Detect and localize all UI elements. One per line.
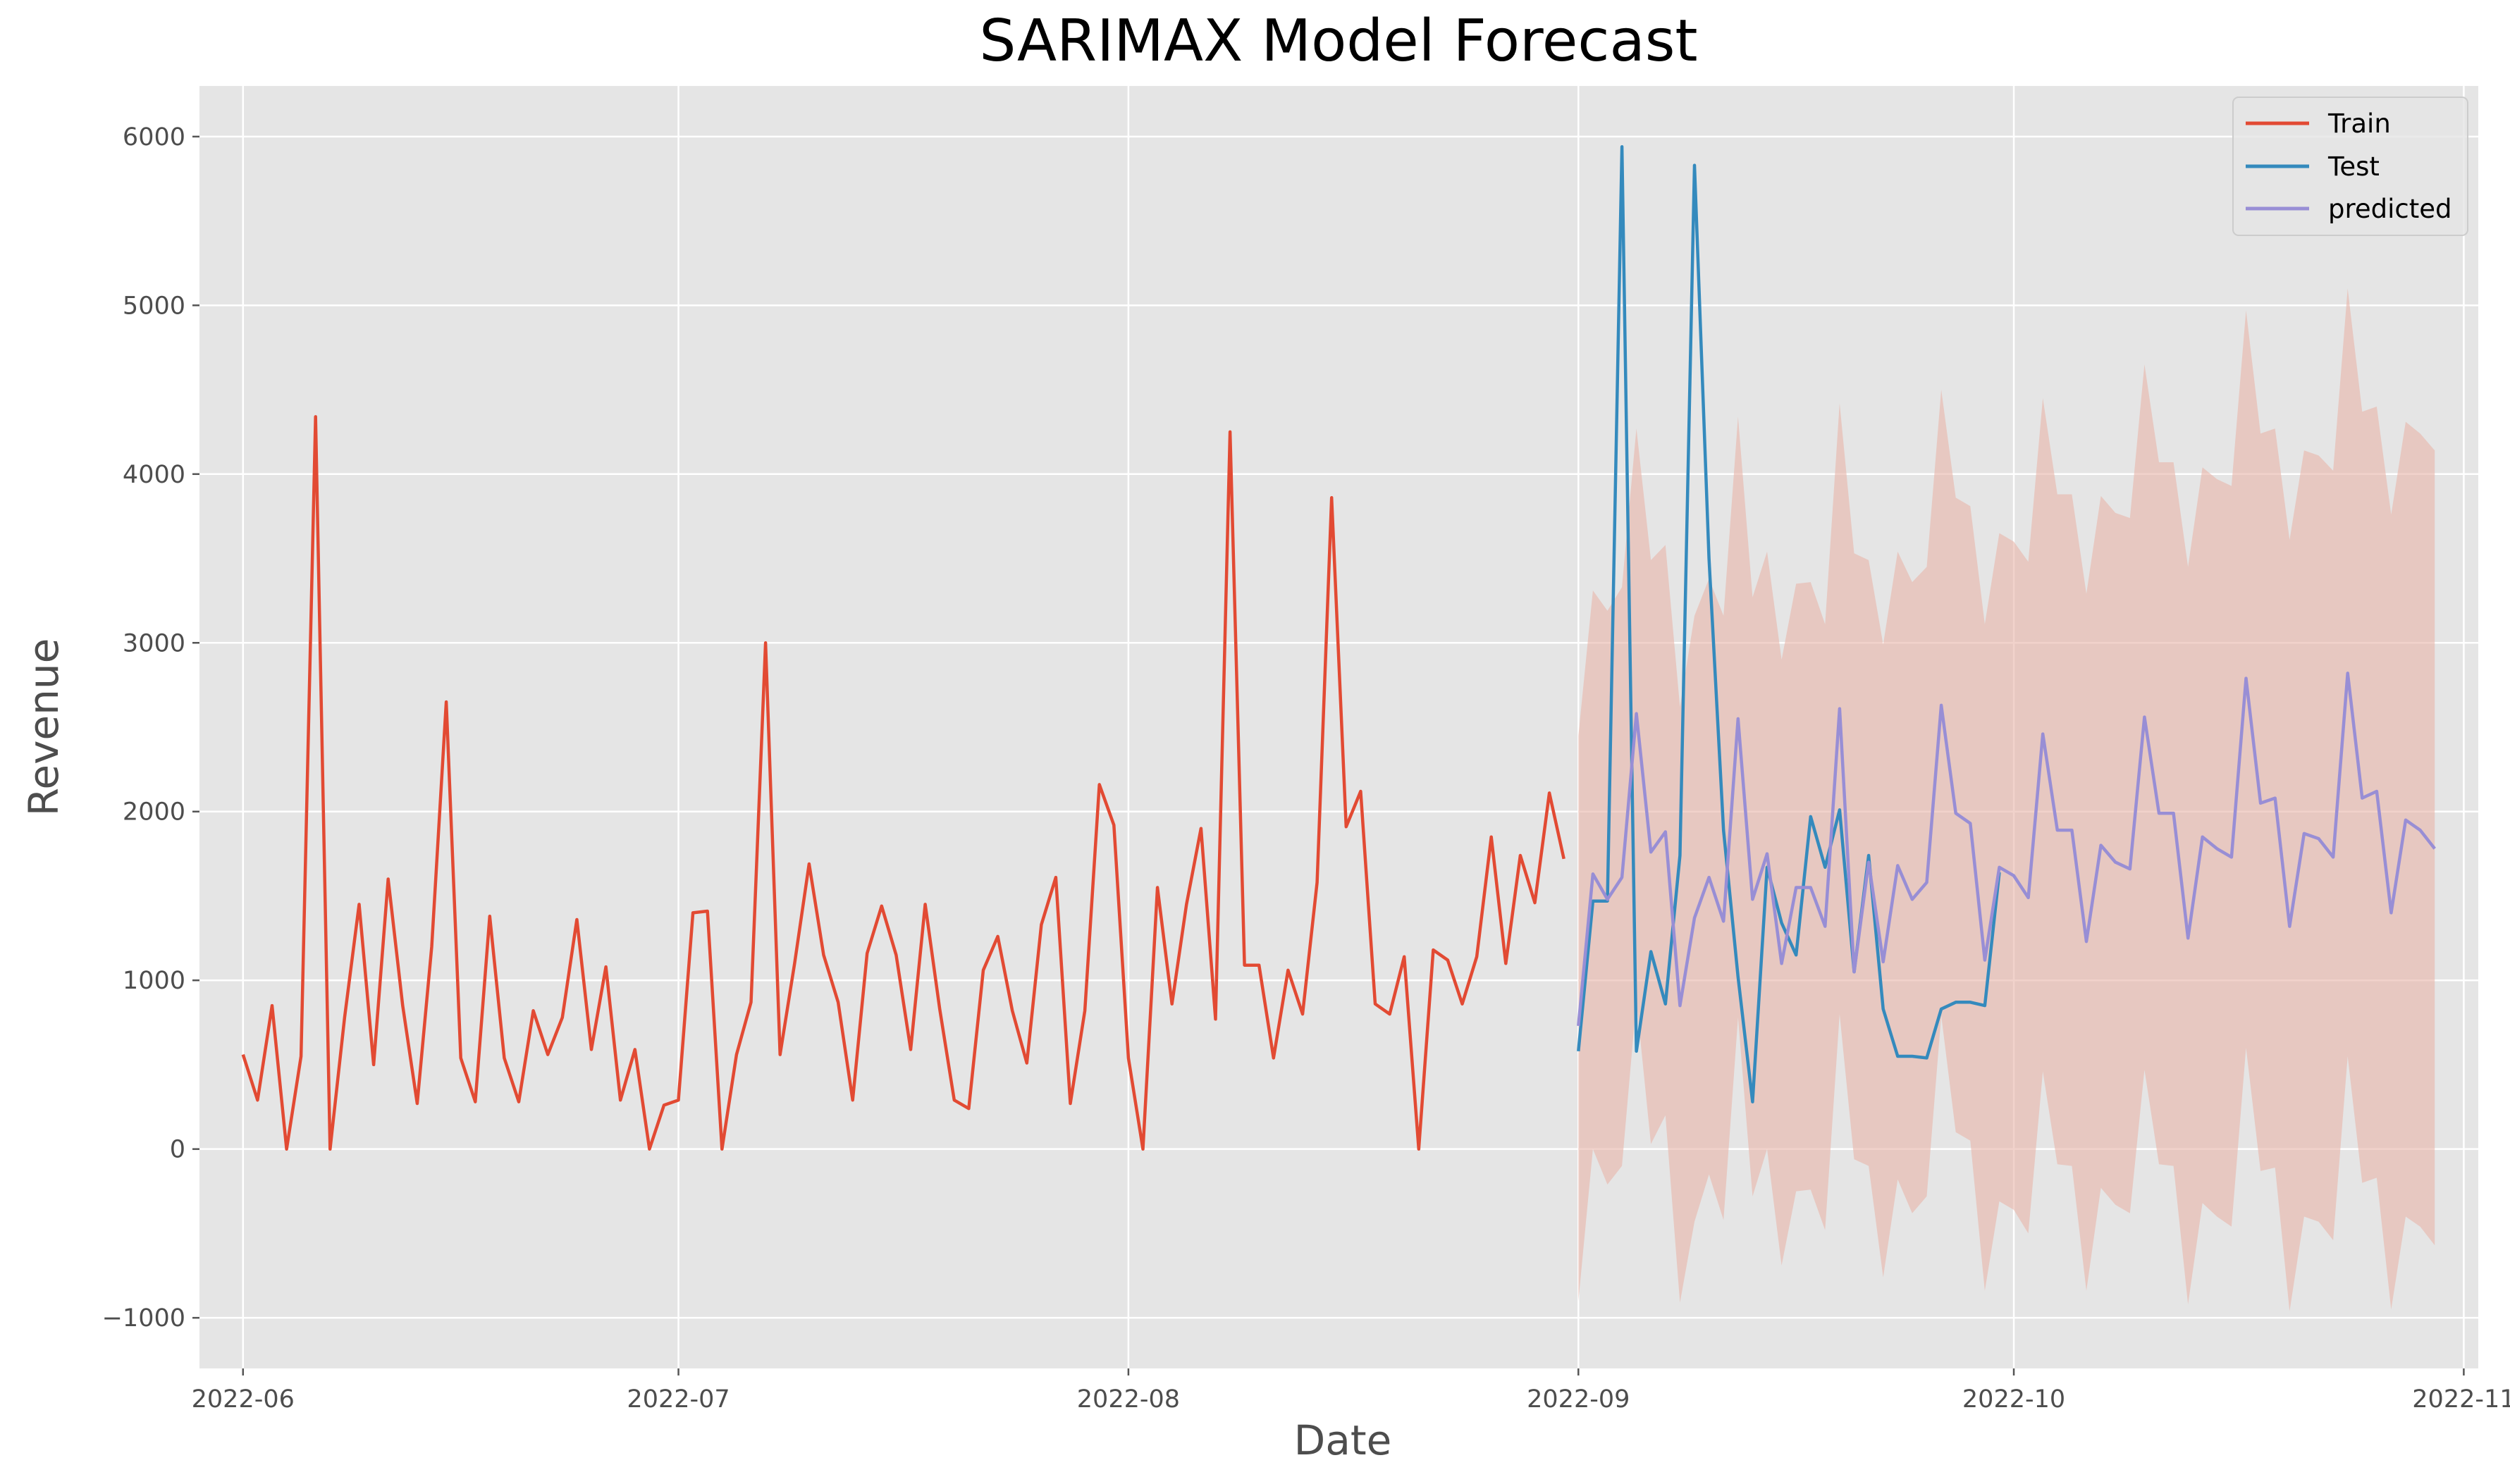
x-tick-label: 2022-07	[627, 1385, 730, 1414]
x-tick-label: 2022-10	[1962, 1385, 2065, 1414]
y-tick-label: 6000	[123, 123, 185, 152]
legend-label-predicted: predicted	[2328, 194, 2452, 224]
legend-label-train: Train	[2327, 109, 2391, 139]
x-axis-title: Date	[1294, 1416, 1392, 1464]
x-axis-ticks: 2022-06 2022-07 2022-08 2022-09 2022-10 2022-…	[192, 1368, 2510, 1414]
predicted-series-line	[1577, 672, 2436, 1027]
legend: Train Test predicted	[2232, 97, 2468, 236]
y-tick-label: 5000	[123, 292, 185, 320]
confidence-interval-band	[1578, 288, 2435, 1311]
y-tick-label: 4000	[123, 461, 185, 489]
y-tick-label: −1000	[102, 1304, 185, 1332]
y-tick-label: 2000	[123, 798, 185, 827]
y-tick-label: 0	[170, 1136, 185, 1164]
train-series-line	[241, 415, 1565, 1151]
test-series-line	[1577, 144, 2001, 1103]
y-axis-ticks: −1000 0 1000 2000 3000 4000 5000 6000	[102, 123, 199, 1332]
y-axis-title: Revenue	[20, 638, 68, 817]
legend-box	[2232, 97, 2468, 236]
x-tick-label: 2022-09	[1527, 1385, 1630, 1414]
x-tick-label: 2022-06	[192, 1385, 295, 1414]
legend-label-test: Test	[2327, 152, 2380, 182]
y-tick-label: 1000	[123, 967, 185, 995]
y-tick-label: 3000	[123, 629, 185, 657]
x-tick-label: 2022-11	[2412, 1385, 2510, 1414]
chart-title: SARIMAX Model Forecast	[979, 8, 1697, 75]
x-tick-label: 2022-08	[1077, 1385, 1180, 1414]
